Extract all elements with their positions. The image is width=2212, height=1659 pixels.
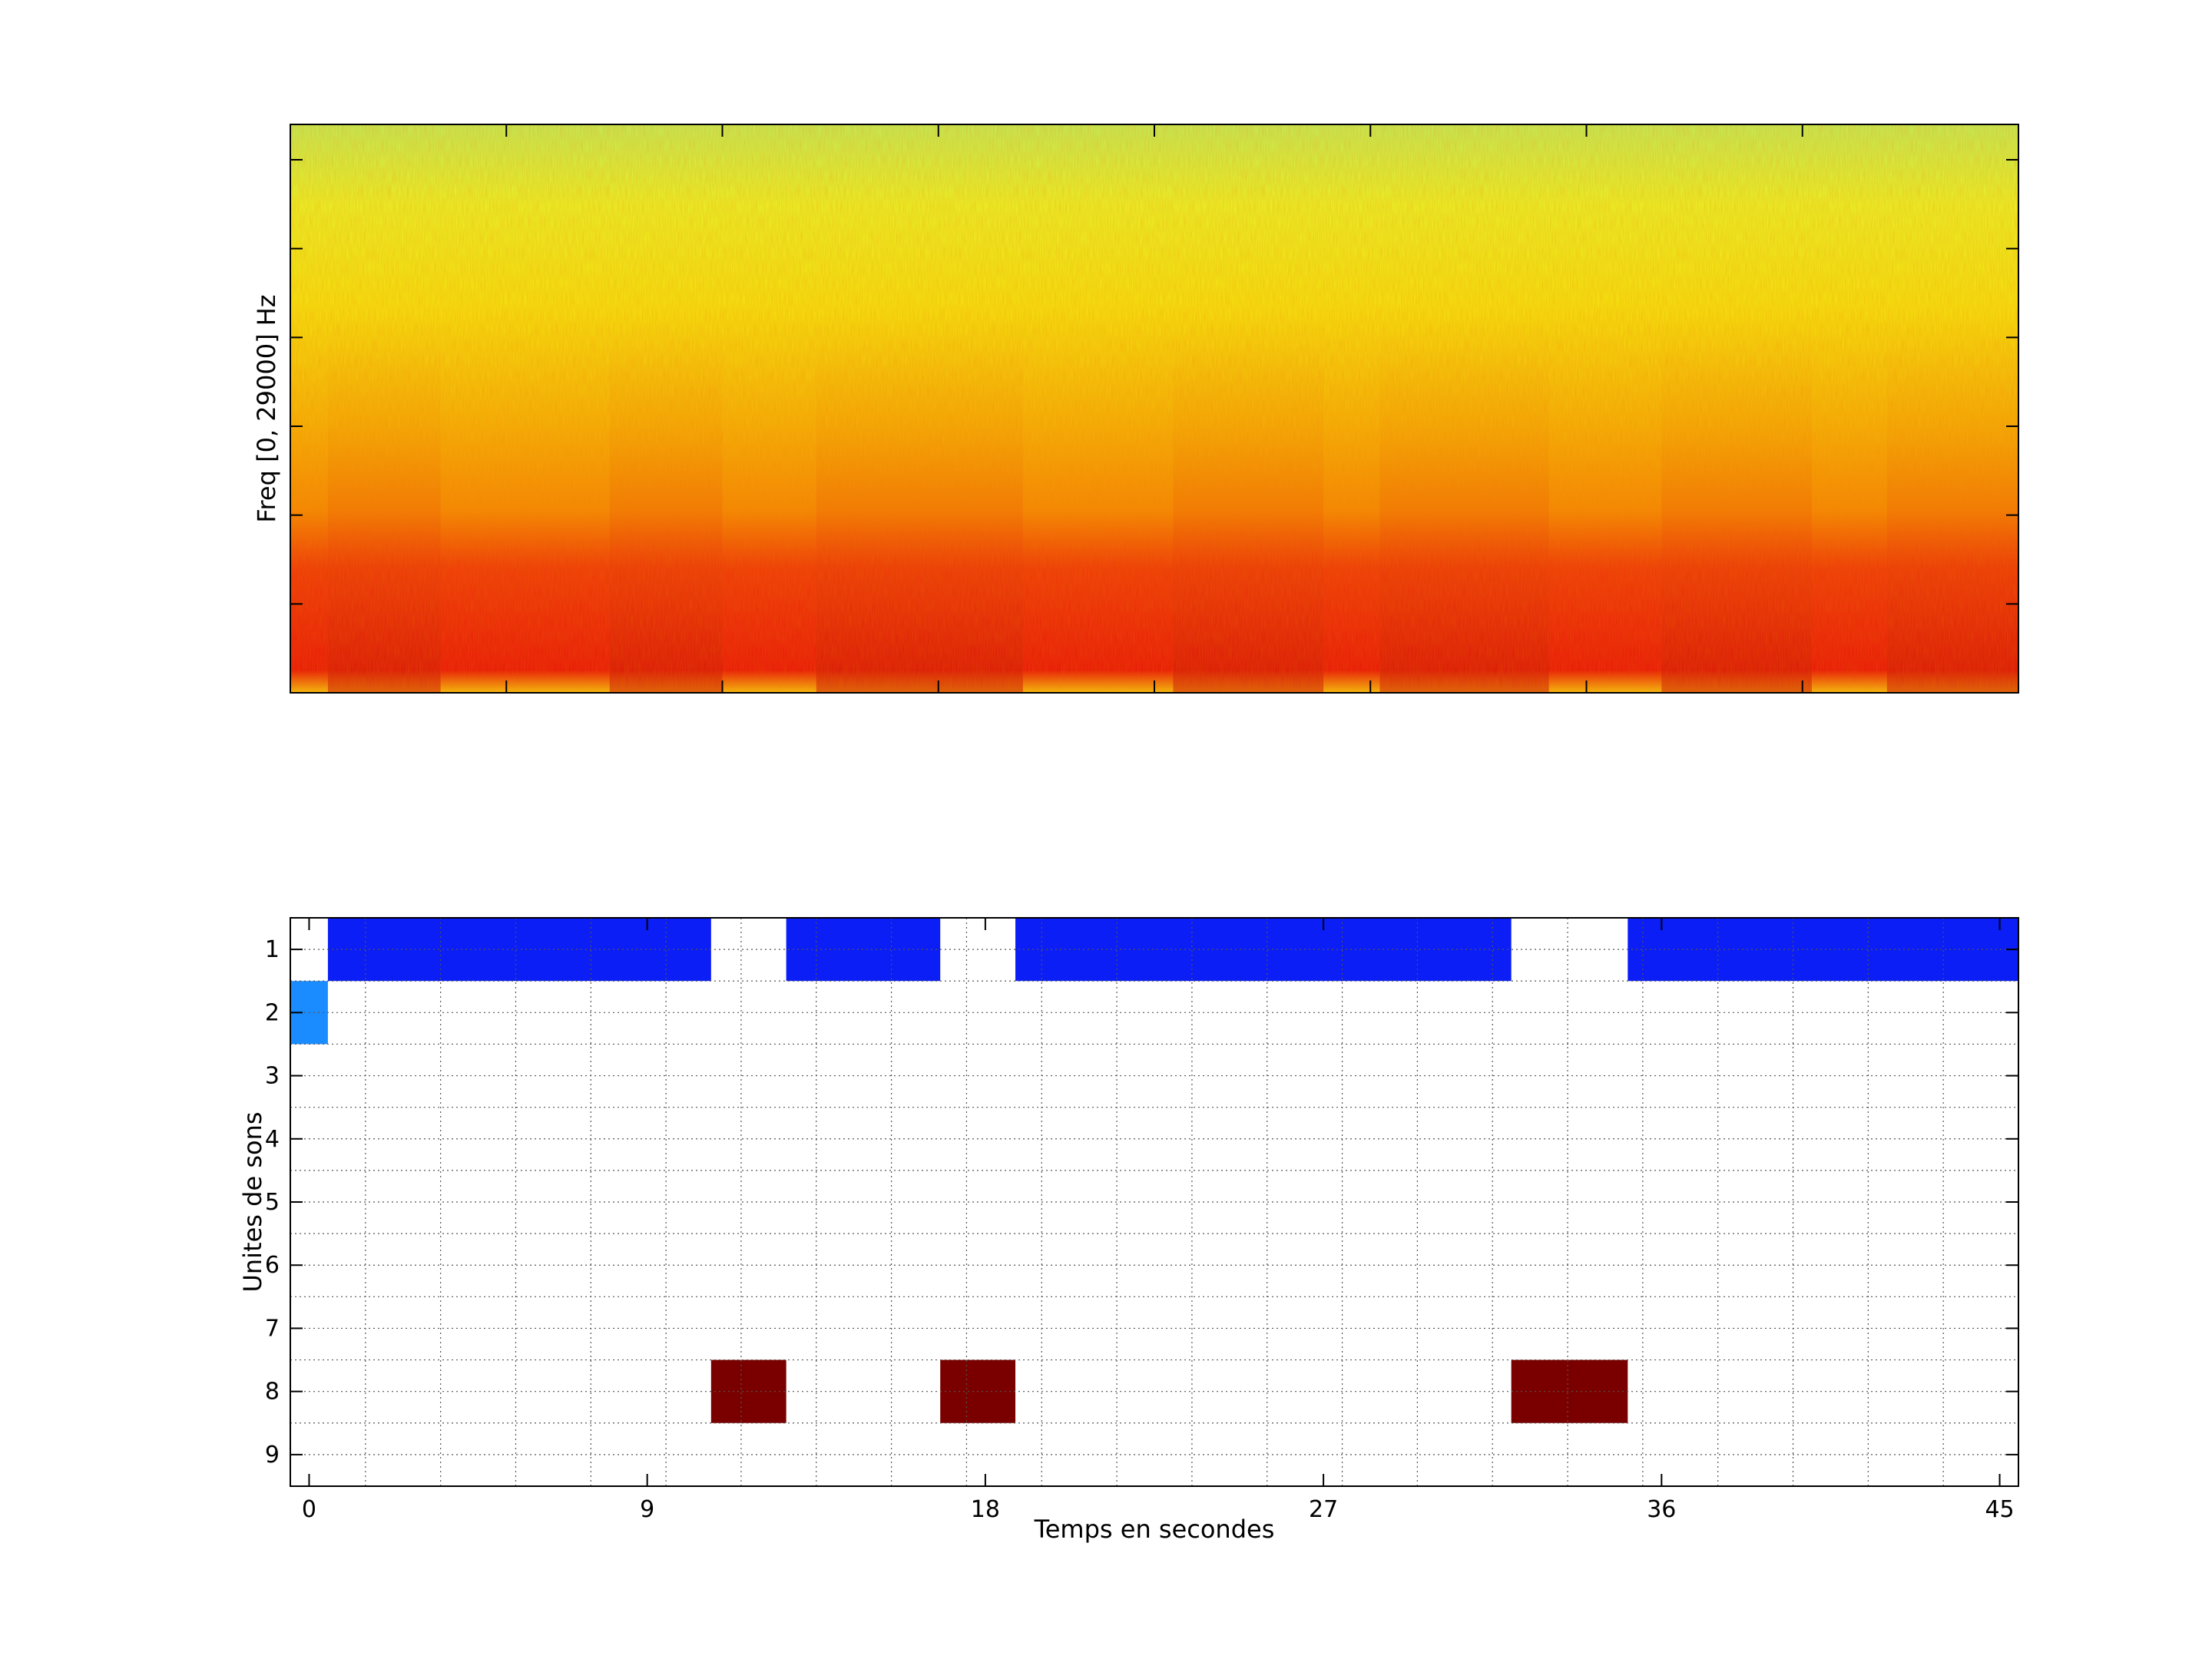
units-ytick-label: 5	[265, 1189, 280, 1216]
units-xtick-label: 0	[302, 1496, 316, 1523]
spectrogram-panel: Freq [0, 29000] Hz	[252, 124, 2019, 694]
units-ytick-label: 7	[265, 1315, 280, 1342]
units-ytick-label: 2	[265, 999, 280, 1026]
units-xtick-label: 27	[1309, 1496, 1338, 1523]
units-ytick-label: 1	[265, 936, 280, 963]
units-ytick-label: 8	[265, 1379, 280, 1406]
spectrogram-ylabel: Freq [0, 29000] Hz	[252, 294, 281, 522]
units-ytick-label: 9	[265, 1442, 280, 1469]
units-ytick-label: 6	[265, 1252, 280, 1279]
spectrogram-ticks	[290, 124, 2019, 694]
units-ylabel: Unites de sons	[238, 1111, 267, 1292]
unit-segment	[327, 918, 711, 982]
unit-segment	[1511, 1359, 1628, 1423]
spectrogram-grain	[290, 124, 2018, 693]
units-xtick-label: 9	[640, 1496, 654, 1523]
units-xlabel: Temps en secondes	[1034, 1515, 1275, 1544]
unit-segment	[1628, 918, 2018, 982]
units-xtick-label: 45	[1985, 1496, 2014, 1523]
units-ytick-label: 3	[265, 1063, 280, 1090]
units-xtick-label: 36	[1647, 1496, 1676, 1523]
units-background	[290, 918, 2018, 1486]
units-xtick-label: 18	[971, 1496, 1000, 1523]
units-ytick-label: 4	[265, 1126, 280, 1153]
